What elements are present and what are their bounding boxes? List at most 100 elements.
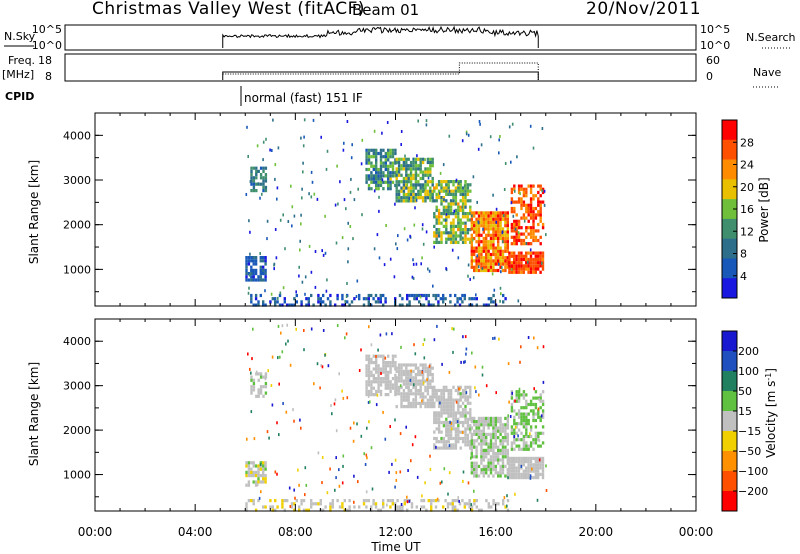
heatmap-cell — [485, 439, 488, 443]
heatmap-cell — [389, 367, 392, 371]
freq-tick-top: 18 — [38, 54, 52, 67]
heatmap-cell — [442, 208, 446, 212]
heatmap-cell — [370, 446, 373, 450]
heatmap-cell — [384, 367, 387, 371]
heatmap-cell — [497, 416, 500, 420]
heatmap-cell — [394, 383, 397, 387]
heatmap-cell — [382, 293, 385, 298]
heatmap-cell — [470, 420, 473, 424]
heatmap-cell — [370, 373, 373, 377]
heatmap-cell — [482, 471, 485, 475]
heatmap-cell — [506, 227, 509, 231]
heatmap-cell — [449, 293, 452, 298]
heatmap-cell — [470, 297, 474, 301]
heatmap-cell — [406, 238, 409, 242]
heatmap-cell — [539, 466, 542, 470]
heatmap-cell — [501, 442, 505, 446]
heatmap-cell — [425, 119, 428, 123]
heatmap-cell — [338, 505, 342, 509]
heatmap-cell — [249, 230, 251, 234]
heatmap-cell — [457, 234, 460, 238]
heatmap-cell — [433, 186, 436, 190]
heatmap-cell — [454, 234, 458, 238]
heatmap-cell — [431, 385, 434, 389]
heatmap-cell — [360, 434, 363, 438]
heatmap-cell — [405, 395, 408, 399]
heatmap-cell — [331, 499, 334, 503]
heatmap-cell — [513, 229, 516, 233]
heatmap-cell — [464, 417, 467, 421]
heatmap-cell — [262, 166, 265, 170]
heatmap-cell — [543, 203, 546, 207]
heatmap-cell — [525, 415, 528, 419]
heatmap-cell — [414, 167, 418, 171]
heatmap-cell — [473, 439, 476, 443]
heatmap-cell — [341, 303, 344, 307]
heatmap-cell — [537, 264, 540, 268]
heatmap-cell — [482, 429, 485, 433]
heatmap-cell — [532, 251, 535, 255]
heatmap-cell — [437, 189, 441, 193]
heatmap-cell — [278, 382, 280, 386]
heatmap-cell — [300, 502, 303, 506]
heatmap-cell — [375, 148, 378, 152]
heatmap-cell — [370, 177, 373, 181]
heatmap-cell — [485, 452, 488, 456]
heatmap-cell — [250, 474, 253, 478]
heatmap-cell — [312, 303, 315, 307]
heatmap-cell — [407, 382, 410, 386]
heatmap-cell — [454, 417, 458, 421]
heatmap-cell — [539, 415, 542, 419]
heatmap-cell — [513, 261, 516, 265]
heatmap-cell — [487, 426, 490, 430]
heatmap-cell — [457, 404, 460, 409]
heatmap-cell — [370, 357, 373, 361]
heatmap-cell — [534, 257, 537, 262]
heatmap-cell — [470, 259, 473, 263]
heatmap-cell — [538, 458, 541, 462]
heatmap-cell — [517, 270, 521, 274]
heatmap-cell — [384, 380, 387, 384]
heatmap-cell — [245, 268, 248, 272]
heatmap-cell — [510, 441, 514, 445]
heatmap-cell — [433, 404, 436, 409]
heatmap-cell — [520, 466, 523, 470]
heatmap-cell — [504, 505, 507, 509]
heatmap-cell — [516, 155, 518, 159]
heatmap-cell — [372, 148, 375, 152]
heatmap-cell — [382, 357, 385, 361]
heatmap-cell — [377, 171, 380, 175]
colorbar-tick-label: 4 — [740, 270, 747, 283]
heatmap-cell — [492, 249, 495, 253]
heatmap-cell — [365, 380, 368, 384]
heatmap-cell — [504, 240, 507, 244]
heatmap-cell — [475, 246, 478, 250]
heatmap-cell — [319, 502, 322, 506]
heatmap-cell — [252, 176, 256, 180]
heatmap-cell — [387, 167, 390, 172]
heatmap-cell — [508, 460, 511, 464]
heatmap-cell — [324, 251, 327, 255]
heatmap-cell — [513, 226, 516, 230]
heatmap-cell — [382, 187, 385, 191]
heatmap-cell — [404, 154, 406, 158]
heatmap-cell — [391, 377, 395, 381]
heatmap-cell — [272, 118, 274, 122]
heatmap-cell — [429, 196, 432, 200]
heatmap-cell — [402, 160, 406, 165]
heatmap-cell — [497, 426, 500, 430]
heatmap-cell — [260, 490, 262, 494]
heatmap-cell — [470, 448, 473, 452]
heatmap-cell — [480, 416, 483, 420]
heatmap-cell — [425, 297, 428, 301]
heatmap-cell — [541, 412, 545, 416]
heatmap-cell — [506, 494, 508, 498]
heatmap-cell — [409, 173, 413, 177]
heatmap-cell — [424, 186, 427, 190]
heatmap-cell — [320, 364, 322, 368]
heatmap-cell — [419, 392, 422, 396]
heatmap-cell — [395, 392, 398, 396]
heatmap-cell — [464, 205, 467, 209]
heatmap-cell — [407, 180, 410, 184]
heatmap-cell — [470, 464, 473, 468]
